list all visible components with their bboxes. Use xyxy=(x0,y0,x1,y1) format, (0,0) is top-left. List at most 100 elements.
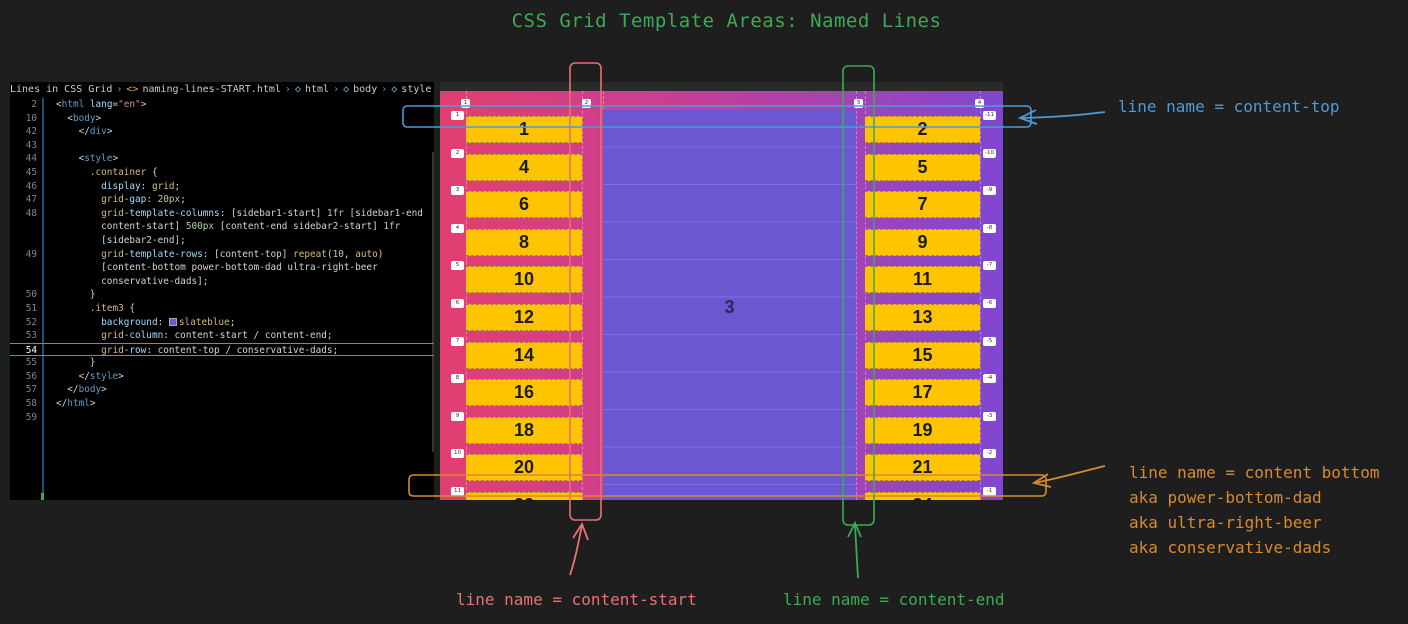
annotation-line: line name = content bottom xyxy=(1129,463,1380,482)
grid-column-badge: 1 xyxy=(461,99,470,108)
breadcrumb-file[interactable]: naming-lines-START.html xyxy=(142,84,281,95)
code-line[interactable]: 43 xyxy=(10,139,434,153)
editor-scrollbar[interactable] xyxy=(432,152,434,452)
code-line[interactable]: 46 display: grid; xyxy=(10,180,434,194)
grid-item-21: 21 xyxy=(865,454,980,482)
code-text: [sidebar2-end]; xyxy=(56,234,186,246)
grid-line-badge: -6 xyxy=(983,299,996,308)
breadcrumb-folder[interactable]: Lines in CSS Grid xyxy=(10,84,113,95)
breadcrumb-html[interactable]: html xyxy=(304,84,330,95)
grid-line-badge: 11 xyxy=(451,487,464,496)
grid-item-9: 9 xyxy=(865,228,980,256)
browser-tab-bar[interactable] xyxy=(440,82,1003,91)
grid-line-badge: 8 xyxy=(451,374,464,384)
grid-item-13: 13 xyxy=(865,304,980,331)
grid-item-10: 10 xyxy=(466,266,582,294)
annotation-content-end: line name = content-end xyxy=(783,590,1005,609)
grid-line-guide xyxy=(582,91,583,500)
grid-item-24: 24 xyxy=(865,492,980,500)
page-title: CSS Grid Template Areas: Named Lines xyxy=(511,10,942,32)
code-text: display: grid; xyxy=(101,180,181,192)
grid-line-guide xyxy=(856,91,857,500)
annotation-line: aka conservative-dads xyxy=(1129,538,1332,557)
code-text: .item3 { xyxy=(89,302,136,314)
code-text: conservative-dads]; xyxy=(56,275,209,287)
line-number: 50 xyxy=(25,289,37,301)
grid-line-badge: -5 xyxy=(983,336,996,346)
line-number: 59 xyxy=(25,411,37,423)
code-line[interactable]: 44 <style> xyxy=(10,152,434,166)
grid-line-badge: 5 xyxy=(451,261,464,271)
breadcrumb-body[interactable]: body xyxy=(353,84,378,95)
html-file-icon: <> xyxy=(126,84,139,95)
line-number: 58 xyxy=(25,398,37,410)
grid-line-badge: 2 xyxy=(451,148,464,158)
code-text: grid-template-rows: [content-top] repeat… xyxy=(101,248,384,260)
code-line[interactable]: 2 <html lang="en"> xyxy=(10,98,434,112)
code-line[interactable]: [sidebar2-end]; xyxy=(10,234,434,248)
code-text: <html lang="en"> xyxy=(56,99,147,110)
code-line[interactable]: 52 background: slateblue; xyxy=(10,316,434,330)
code-line[interactable]: 48 grid-template-columns: [sidebar1-star… xyxy=(10,207,434,221)
annotation-line: aka power-bottom-dad xyxy=(1129,488,1322,507)
line-number: 53 xyxy=(25,330,37,342)
line-number: 49 xyxy=(25,248,37,260)
grid-item-8: 8 xyxy=(466,228,582,256)
code-text: grid-gap: 20px; xyxy=(101,194,186,206)
line-number: 45 xyxy=(25,166,37,178)
grid-line-badge: 9 xyxy=(451,411,464,421)
grid-line-badge: 1 xyxy=(451,111,464,120)
grid-item-3: 3 xyxy=(603,110,856,500)
grid-item-15: 15 xyxy=(865,341,980,369)
content-end-arrowhead xyxy=(847,520,862,538)
code-line[interactable]: 50 } xyxy=(10,288,434,302)
code-line[interactable]: 51 .item3 { xyxy=(10,302,434,316)
grid-line-badge: 10 xyxy=(451,449,464,459)
code-line[interactable]: 42 </div> xyxy=(10,125,434,139)
code-text: .container { xyxy=(89,166,158,178)
code-line[interactable]: 55 } xyxy=(10,356,434,370)
line-number: 46 xyxy=(25,180,37,192)
line-number: 48 xyxy=(25,207,37,219)
code-line[interactable]: 57 </body> xyxy=(10,383,434,397)
code-text: </style> xyxy=(56,370,124,382)
code-line[interactable]: 45 .container { xyxy=(10,166,434,180)
chevron-right-icon: › xyxy=(381,84,388,95)
code-text: </body> xyxy=(56,384,107,396)
element-icon: ◇ xyxy=(294,84,301,95)
code-line[interactable]: 56 </style> xyxy=(10,370,434,384)
code-text: } xyxy=(56,289,96,301)
line-number: 2 xyxy=(31,99,37,110)
content-start-arrow xyxy=(569,524,583,576)
code-text: } xyxy=(56,357,96,369)
code-lines[interactable]: 2 <html lang="en"> 10 <body> 42 </div> 43 44 … xyxy=(10,98,434,424)
code-line[interactable]: 58 </html> xyxy=(10,397,434,411)
code-line[interactable]: 53 grid-column: content-start / content-… xyxy=(10,329,434,343)
grid-column-badge: 3 xyxy=(854,99,863,108)
grid-line-badge: -10 xyxy=(983,148,996,158)
code-line[interactable]: 49 grid-template-rows: [content-top] rep… xyxy=(10,248,434,262)
grid-line-badge: -1 xyxy=(983,487,996,496)
grid-item-17: 17 xyxy=(865,379,980,407)
breadcrumb-style[interactable]: style xyxy=(401,84,432,95)
grid-item-1: 1 xyxy=(466,116,582,143)
code-line[interactable]: content-start] 500px [content-end sideba… xyxy=(10,220,434,234)
code-line[interactable]: 54 grid-row: content-top / conservative-… xyxy=(10,342,434,357)
grid-line-badge: -2 xyxy=(983,449,996,459)
code-line[interactable]: 59 xyxy=(10,411,434,425)
grid-line-badge: 6 xyxy=(451,299,464,308)
code-line[interactable]: conservative-dads]; xyxy=(10,275,434,289)
grid-line-badge: -4 xyxy=(983,374,996,384)
grid-item-16: 16 xyxy=(466,379,582,407)
code-line[interactable]: 10 <body> xyxy=(10,112,434,126)
line-number: 43 xyxy=(25,139,37,151)
content-top-arrow xyxy=(1019,111,1106,119)
code-text: <style> xyxy=(56,153,119,165)
code-line[interactable]: 47 grid-gap: 20px; xyxy=(10,193,434,207)
grid-line-badge: 3 xyxy=(451,186,464,196)
line-number: 10 xyxy=(25,112,37,124)
line-number: 54 xyxy=(25,344,37,356)
annotation-line: aka ultra-right-beer xyxy=(1129,513,1322,532)
code-line[interactable]: [content-bottom power-bottom-dad ultra-r… xyxy=(10,261,434,275)
code-editor[interactable]: Lines in CSS Grid › <> naming-lines-STAR… xyxy=(10,82,434,500)
